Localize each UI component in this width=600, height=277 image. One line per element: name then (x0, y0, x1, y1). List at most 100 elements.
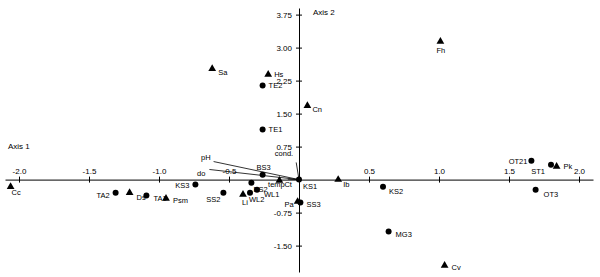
y-tick: -0.75 (274, 209, 302, 218)
point-label: Cv (452, 263, 461, 272)
y-tick-label: 1.50 (276, 110, 292, 119)
point-label: ST1 (531, 167, 545, 176)
y-tick: 3.00 (276, 44, 302, 53)
y-tick-label: 3.00 (276, 44, 292, 53)
point-label: Li (242, 198, 248, 207)
x-tick-label: 1.5 (504, 167, 516, 176)
x-tick-mark (439, 177, 440, 183)
x-tick-label: -2.0 (13, 167, 27, 176)
x-tick-mark (579, 177, 580, 183)
point-label: OT3 (544, 190, 559, 199)
triangle-point (304, 101, 312, 108)
point-label: TE1 (269, 125, 283, 134)
x-tick: 0.5 (364, 167, 376, 183)
point-label: TA1 (153, 194, 166, 203)
point-label: Cc (12, 188, 21, 197)
triangle-point (208, 64, 216, 71)
triangle-point (437, 37, 445, 44)
circle-point (297, 199, 303, 205)
vector-label: cond. (275, 149, 293, 158)
chart: -2.0-1.5-1.0-0.50.51.01.52.0-0.75-1.500.… (0, 0, 600, 277)
y-tick-mark (296, 246, 302, 247)
point-label: KS3 (175, 181, 189, 190)
point-label: TE2 (269, 81, 283, 90)
plot-area (7, 37, 561, 268)
point-label: SS2 (206, 195, 220, 204)
y-axis-title: Axis 2 (313, 8, 335, 17)
x-tick-mark (509, 177, 510, 183)
point-label: Ds (137, 193, 146, 202)
y-tick-label: -1.50 (274, 242, 293, 251)
x-tick-label: 2.0 (574, 167, 586, 176)
vector (209, 169, 299, 179)
x-tick-mark (229, 177, 230, 183)
circle-point (260, 126, 266, 132)
y-tick: 3.75 (276, 11, 302, 20)
y-tick-label: 3.75 (276, 11, 292, 20)
x-tick-label: -1.5 (83, 167, 97, 176)
x-tick-label: -1.0 (153, 167, 167, 176)
x-tick-mark (159, 177, 160, 183)
point-labels: Fh Sa Hs Cn Pk Cc Ds Psm Li Ct Ib Pa Cv TE2 TE1 BS3 KS1 O… (12, 46, 573, 272)
point-label: BS2 (253, 185, 267, 194)
point-label: Ct (284, 180, 292, 189)
triangle-point (239, 190, 247, 197)
triangle-point (126, 188, 134, 195)
x-tick-label: 1.0 (434, 167, 446, 176)
y-tick: -1.50 (274, 242, 302, 251)
x-tick: 2.0 (574, 167, 586, 183)
x-tick-mark (369, 177, 370, 183)
vector-label: temp (268, 180, 285, 189)
point-label: SS3 (306, 200, 320, 209)
circle-point (260, 82, 266, 88)
y-tick-label: -0.75 (274, 209, 293, 218)
y-tick-mark (296, 213, 302, 214)
x-tick-mark (19, 177, 20, 183)
x-tick: 1.5 (504, 167, 516, 183)
x-tick: -0.5 (223, 167, 237, 183)
y-tick-mark (296, 15, 302, 16)
x-axis-title: Axis 1 (8, 142, 30, 151)
y-tick-mark (296, 147, 302, 148)
circle-point (380, 184, 386, 190)
point-label: Cn (312, 105, 322, 114)
point-label: Pa (284, 200, 294, 209)
y-axis: -0.75-1.500.751.502.253.003.75 (274, 9, 302, 273)
point-label: Hs (274, 70, 283, 79)
x-tick-label: 0.5 (364, 167, 376, 176)
point-label: Ib (343, 180, 349, 189)
y-tick-mark (296, 114, 302, 115)
x-tick: -1.5 (83, 167, 97, 183)
point-label: MG3 (396, 230, 412, 239)
triangle-point (264, 70, 272, 77)
circle-point (533, 187, 539, 193)
x-tick: -2.0 (13, 167, 27, 183)
circle-point (220, 190, 226, 196)
x-tick: -1.0 (153, 167, 167, 183)
vector-label: pH (201, 153, 211, 162)
circle-point (192, 181, 198, 187)
point-label: WL2 (249, 195, 264, 204)
vector (296, 162, 299, 179)
point-label: KS1 (303, 182, 317, 191)
circle-point (386, 229, 392, 235)
y-tick: 1.50 (276, 110, 302, 119)
triangle-point (334, 175, 342, 182)
point-label: OT21 (509, 157, 528, 166)
point-label: Psm (173, 196, 188, 205)
vector-label: do (197, 169, 205, 178)
vector (214, 162, 299, 180)
point-label: BS3 (257, 163, 271, 172)
y-tick-mark (296, 48, 302, 49)
x-tick-mark (89, 177, 90, 183)
point-label: Fh (436, 46, 445, 55)
point-label: Pk (564, 162, 573, 171)
circle-point (548, 162, 554, 168)
x-tick: 1.0 (434, 167, 446, 183)
point-label: KS2 (389, 187, 403, 196)
point-label: TA2 (96, 191, 109, 200)
y-tick-mark (296, 81, 302, 82)
circle-point (528, 158, 534, 164)
point-label: Sa (218, 68, 228, 77)
triangle-point (441, 261, 449, 268)
